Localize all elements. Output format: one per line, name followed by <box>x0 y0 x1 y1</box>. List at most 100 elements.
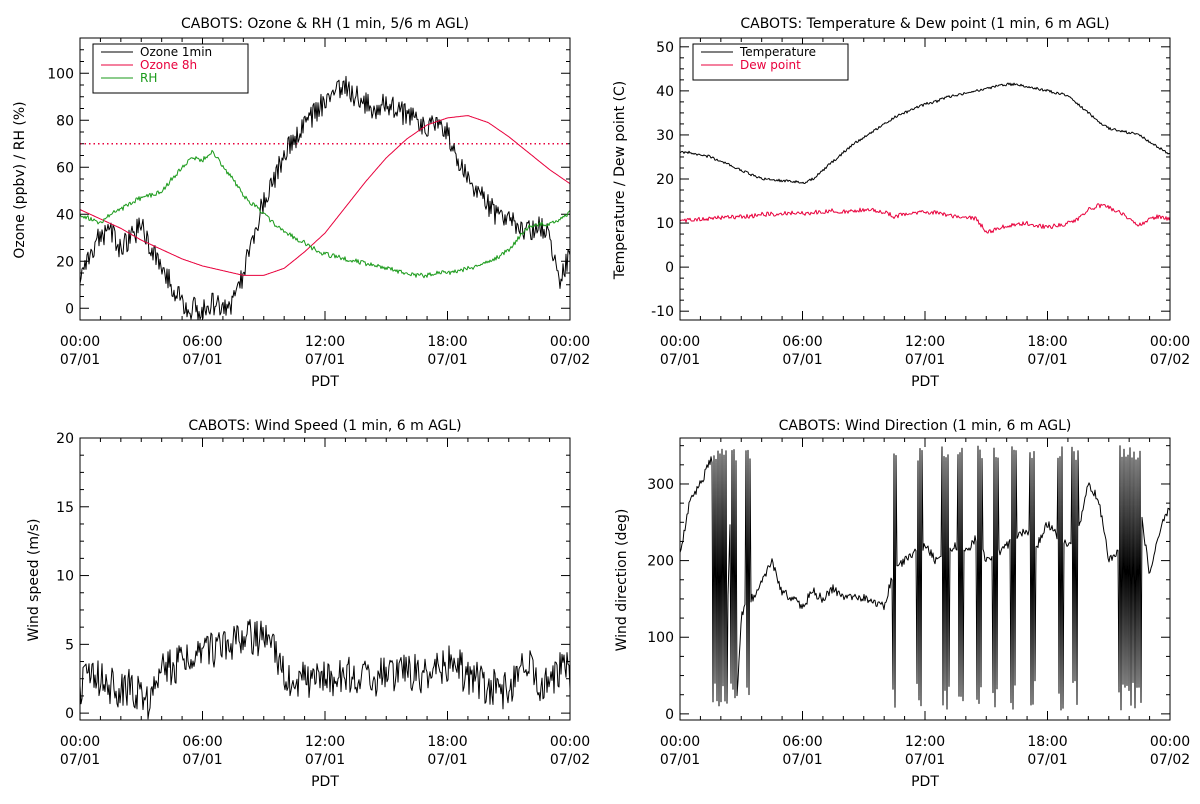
y-axis-label: Wind direction (deg) <box>614 509 630 652</box>
axis-ticks: 0 100 200 300 00:00 07/01 06:00 07/01 12:00 07/01… <box>647 438 1190 768</box>
x-tick-label: 18:00 <box>427 334 467 350</box>
plot-frame <box>679 437 1171 721</box>
x-tick-date-label: 07/01 <box>905 352 945 368</box>
y-tick-label: 100 <box>647 630 674 646</box>
y-tick-label: 60 <box>56 160 74 176</box>
x-tick-label: 06:00 <box>782 334 822 350</box>
series-line-1 <box>79 619 571 720</box>
x-tick-date-label: 07/01 <box>1027 752 1067 768</box>
x-tick-label: 00:00 <box>550 734 590 750</box>
y-tick-label: 20 <box>56 254 74 270</box>
plot-area <box>79 75 571 321</box>
x-tick-date-label: 07/01 <box>182 752 222 768</box>
y-axis-label: Temperature / Dew point (C) <box>612 81 628 280</box>
y-tick-label: 10 <box>56 569 74 585</box>
legend-entry-label: Ozone 8h <box>140 58 197 72</box>
y-tick-label: 0 <box>65 706 74 722</box>
x-tick-label: 06:00 <box>182 334 222 350</box>
series-line-3 <box>79 149 571 279</box>
x-tick-date-label: 07/01 <box>1027 352 1067 368</box>
y-tick-label: 5 <box>65 637 74 653</box>
x-tick-label: 00:00 <box>660 734 700 750</box>
x-tick-date-label: 07/01 <box>305 752 345 768</box>
x-tick-label: 00:00 <box>660 334 700 350</box>
x-axis-label: PDT <box>311 374 339 390</box>
axis-ticks: 0 20 40 60 80 100 00:00 07/01 06:00 07/01 12:00 07/… <box>47 37 590 368</box>
y-tick-label: 200 <box>647 554 674 570</box>
x-tick-label: 00:00 <box>60 734 100 750</box>
y-tick-label: 100 <box>47 66 74 82</box>
y-tick-label: 50 <box>656 40 674 56</box>
x-tick-label: 00:00 <box>60 334 100 350</box>
wind-speed-panel: CABOTS: Wind Speed (1 min, 6 m AGL) Wind… <box>26 418 590 790</box>
y-tick-label: 300 <box>647 477 674 493</box>
x-tick-label: 06:00 <box>782 734 822 750</box>
x-tick-date-label: 07/01 <box>782 752 822 768</box>
x-tick-date-label: 07/02 <box>550 352 590 368</box>
x-tick-label: 00:00 <box>1150 334 1190 350</box>
x-axis-label: PDT <box>311 774 339 790</box>
x-tick-date-label: 07/01 <box>427 752 467 768</box>
x-axis-label: PDT <box>911 774 939 790</box>
x-tick-date-label: 07/01 <box>905 752 945 768</box>
plot-frame <box>79 437 571 721</box>
x-tick-label: 18:00 <box>1027 334 1067 350</box>
x-tick-date-label: 07/01 <box>660 352 700 368</box>
x-tick-label: 12:00 <box>905 334 945 350</box>
x-tick-label: 12:00 <box>905 734 945 750</box>
series-line-2 <box>679 203 1171 234</box>
x-tick-date-label: 07/02 <box>550 752 590 768</box>
plot-area <box>679 82 1171 234</box>
chart-title: CABOTS: Wind Speed (1 min, 6 m AGL) <box>188 418 461 434</box>
temperature-dewpoint-panel: CABOTS: Temperature & Dew point (1 min, … <box>612 16 1190 390</box>
legend-box <box>692 43 849 81</box>
x-tick-date-label: 07/01 <box>60 752 100 768</box>
plot-frame <box>679 37 1171 321</box>
x-tick-date-label: 07/01 <box>427 352 467 368</box>
y-tick-label: 80 <box>56 113 74 129</box>
y-tick-label: 0 <box>65 301 74 317</box>
x-tick-label: 12:00 <box>305 734 345 750</box>
y-tick-label: 40 <box>56 207 74 223</box>
x-tick-label: 18:00 <box>427 734 467 750</box>
y-axis-label: Wind speed (m/s) <box>26 519 42 642</box>
chart-title: CABOTS: Wind Direction (1 min, 6 m AGL) <box>779 418 1072 434</box>
series-line-1 <box>679 82 1171 184</box>
y-tick-label: 10 <box>656 216 674 232</box>
x-axis-label: PDT <box>911 374 939 390</box>
series-line-1 <box>79 75 571 321</box>
legend-entry-label: Dew point <box>740 58 801 72</box>
plot-area <box>679 445 1171 711</box>
series-line-1 <box>679 445 1171 711</box>
y-tick-label: 30 <box>656 128 674 144</box>
y-tick-label: 0 <box>665 260 674 276</box>
x-tick-date-label: 07/02 <box>1150 752 1190 768</box>
y-axis-label: Ozone (ppbv) / RH (%) <box>12 101 28 258</box>
x-tick-label: 12:00 <box>305 334 345 350</box>
y-tick-label: 0 <box>665 707 674 723</box>
axis-ticks: -10 0 10 20 30 40 50 00:00 07/01 06:00 07/01 12:00 0… <box>651 38 1190 368</box>
x-tick-date-label: 07/02 <box>1150 352 1190 368</box>
y-tick-label: 15 <box>56 500 74 516</box>
x-tick-label: 18:00 <box>1027 734 1067 750</box>
chart-title: CABOTS: Temperature & Dew point (1 min, … <box>740 16 1109 32</box>
axis-ticks: 0 5 10 15 20 00:00 07/01 06:00 07/01 12:00 07/01 18… <box>56 431 590 768</box>
x-tick-label: 00:00 <box>550 334 590 350</box>
plot-frame <box>79 37 571 321</box>
x-tick-label: 00:00 <box>1150 734 1190 750</box>
legend-entry-label: Temperature <box>739 45 816 59</box>
y-tick-label: -10 <box>651 304 674 320</box>
ozone-rh-panel: CABOTS: Ozone & RH (1 min, 5/6 m AGL) Oz… <box>12 16 590 390</box>
y-tick-label: 40 <box>656 84 674 100</box>
legend-entry-label: RH <box>140 71 157 85</box>
wind-direction-panel: CABOTS: Wind Direction (1 min, 6 m AGL) … <box>614 418 1190 790</box>
y-tick-label: 20 <box>56 431 74 447</box>
chart-title: CABOTS: Ozone & RH (1 min, 5/6 m AGL) <box>181 16 469 32</box>
x-tick-date-label: 07/01 <box>182 352 222 368</box>
x-tick-date-label: 07/01 <box>60 352 100 368</box>
y-tick-label: 20 <box>656 172 674 188</box>
x-tick-label: 06:00 <box>182 734 222 750</box>
